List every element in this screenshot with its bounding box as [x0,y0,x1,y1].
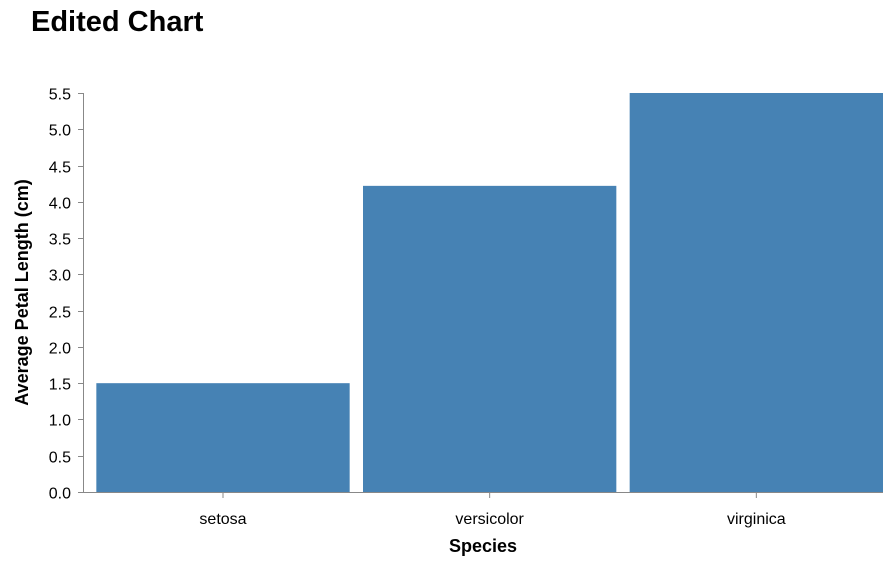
y-tick-label: 0.5 [49,450,71,467]
x-tick-label: virginica [727,511,786,528]
y-tick-label: 4.5 [49,160,71,177]
y-tick-label: 3.5 [49,232,71,249]
y-tick-label: 4.0 [49,196,71,213]
y-axis-title: Average Petal Length (cm) [12,179,32,405]
y-tick-label: 2.0 [49,341,71,358]
y-tick-label: 5.5 [49,87,71,104]
y-tick-label: 0.0 [49,486,71,503]
x-axis-title: Species [449,536,517,556]
y-tick-label: 5.0 [49,123,71,140]
x-tick-label: versicolor [455,511,524,528]
bar-virginica [629,93,883,492]
y-tick-label: 2.5 [49,305,71,322]
x-tick-label: setosa [199,511,246,528]
y-tick-label: 3.0 [49,268,71,285]
y-axis: 0.0 0.5 1.0 1.5 2.0 2.5 3.0 3.5 4.0 4.5 5.0 5.5 [49,87,84,503]
bars [96,93,883,492]
x-axis: setosa versicolor virginica [83,492,883,528]
y-tick-label: 1.0 [49,413,71,430]
bar-setosa [96,383,350,492]
y-tick-label: 1.5 [49,377,71,394]
chart-title: Edited Chart [31,6,204,38]
bar-versicolor [363,185,617,492]
